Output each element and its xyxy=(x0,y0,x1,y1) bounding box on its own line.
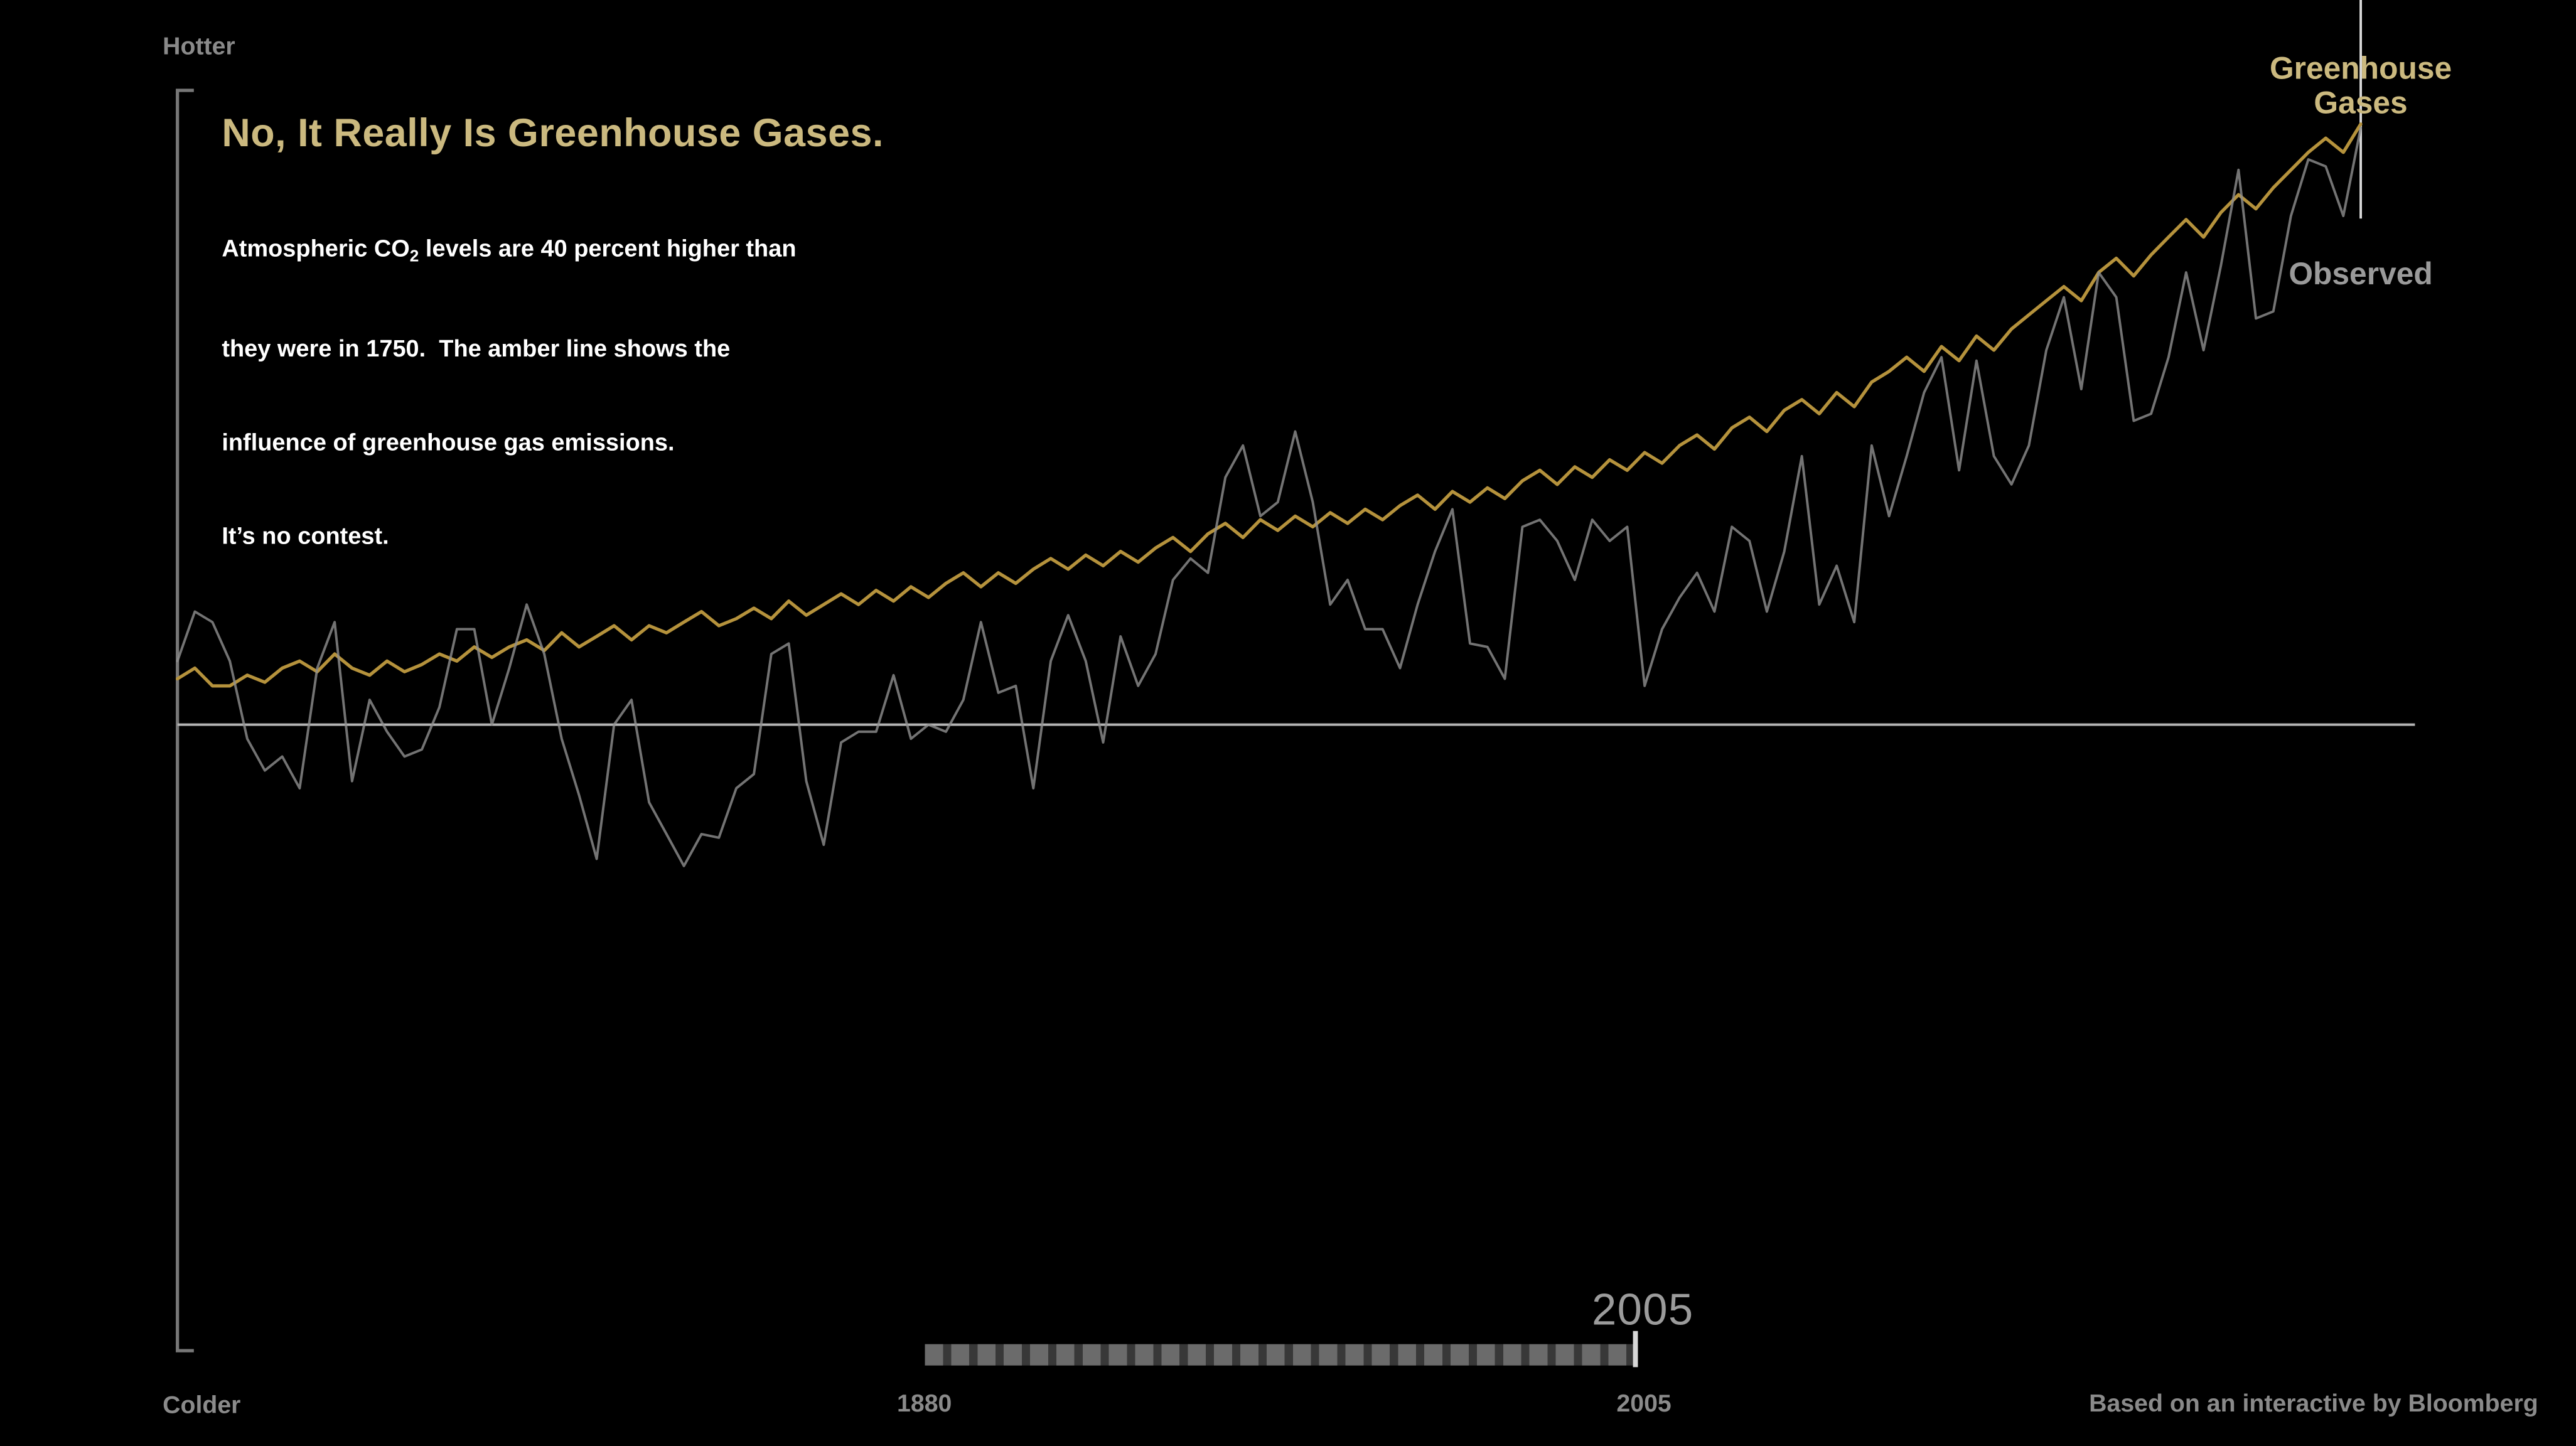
hotter-label: Hotter xyxy=(163,33,235,61)
greenhouse-gases-legend-line1: Greenhouse xyxy=(2269,52,2452,87)
timeline-scrubber[interactable] xyxy=(925,1344,1638,1366)
y-axis-bracket xyxy=(176,88,194,1352)
colder-label: Colder xyxy=(163,1391,241,1420)
timeline-end-label: 2005 xyxy=(1616,1390,1672,1418)
co2-subscript: 2 xyxy=(409,248,419,267)
current-year-readout: 2005 xyxy=(1592,1285,1694,1334)
scrubber-handle[interactable] xyxy=(1633,1331,1638,1368)
observed-legend: Observed xyxy=(2289,258,2433,293)
subtitle-line-3: influence of greenhouse gas emissions. xyxy=(222,430,675,457)
observed-line xyxy=(176,126,2363,867)
subtitle-line-4: It’s no contest. xyxy=(222,524,389,551)
greenhouse-gases-legend-line2: Gases xyxy=(2314,87,2408,122)
chart-subtitle: Atmospheric CO2 levels are 40 percent hi… xyxy=(222,173,879,616)
subtitle-line-1: Atmospheric CO2 levels are 40 percent hi… xyxy=(222,237,797,267)
subtitle-line-2: they were in 1750. The amber line shows … xyxy=(222,336,731,363)
greenhouse-gases-legend: Greenhouse Gases xyxy=(2230,53,2493,122)
chart-title: No, It Really Is Greenhouse Gases. xyxy=(222,112,884,156)
bloomberg-credit: Based on an interactive by Bloomberg xyxy=(2089,1390,2538,1418)
timeline-start-label: 1880 xyxy=(897,1390,952,1418)
